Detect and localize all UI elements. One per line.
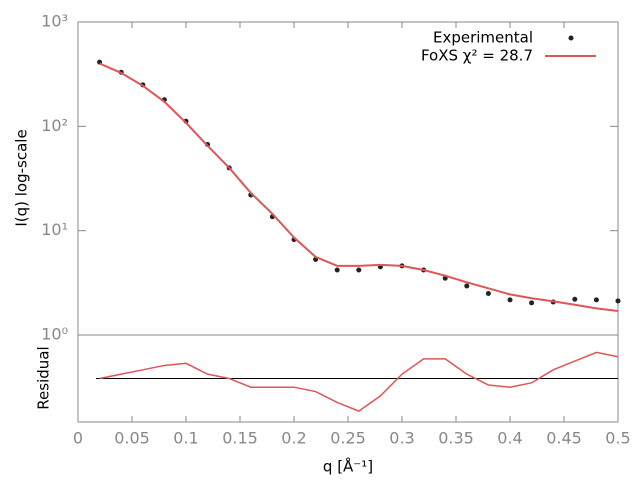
x-tick-label: 0.3	[389, 429, 414, 448]
legend-label: Experimental	[433, 29, 533, 47]
data-point	[529, 300, 535, 306]
data-point	[507, 297, 513, 303]
fit-line	[99, 62, 619, 312]
x-tick-label: 0.45	[546, 429, 582, 448]
y-tick-label: 10³	[41, 12, 68, 31]
x-tick-label: 0.25	[330, 429, 366, 448]
residual-line	[99, 351, 619, 412]
x-tick-label: 0.05	[114, 429, 150, 448]
y-tick-label: 10¹	[41, 220, 68, 239]
legend-marker	[568, 35, 574, 41]
data-point	[593, 297, 599, 303]
data-point	[572, 296, 578, 302]
data-point	[464, 283, 470, 289]
legend-label: FoXS χ² = 28.7	[421, 47, 533, 65]
y-axis-label: I(q) log-scale	[13, 129, 31, 226]
x-tick-label: 0.35	[438, 429, 474, 448]
y-tick-label: 10²	[41, 116, 68, 135]
data-point	[356, 267, 362, 273]
x-tick-label: 0.1	[173, 429, 198, 448]
x-tick-label: 0	[73, 429, 83, 448]
x-axis-label: q [Å⁻¹]	[323, 457, 373, 476]
data-point	[334, 267, 340, 273]
x-tick-label: 0.4	[497, 429, 522, 448]
y-tick-label: 10⁰	[41, 325, 68, 344]
x-tick-label: 0.2	[281, 429, 306, 448]
x-tick-label: 0.5	[605, 429, 630, 448]
residual-axis-label: Residual	[35, 346, 53, 409]
plot-frame	[77, 21, 619, 336]
x-tick-label: 0.15	[222, 429, 258, 448]
data-point	[485, 290, 491, 296]
data-point	[615, 298, 621, 304]
